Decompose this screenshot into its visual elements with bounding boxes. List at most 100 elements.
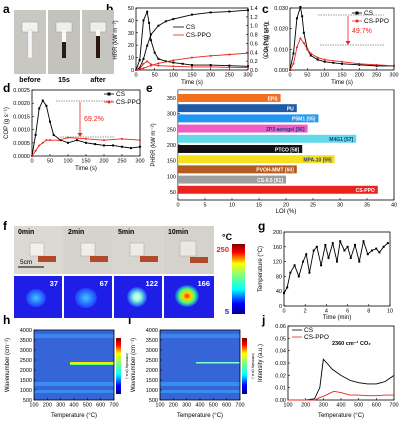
x-tick-label: 250 (372, 73, 381, 79)
y-tick-label: 0 (131, 68, 134, 74)
heat-spot (127, 287, 147, 307)
x-ticks: 100 200 300 400 500 600 700 (29, 398, 119, 409)
y-tick-label: 1.4 (250, 6, 258, 12)
x-tick-label: 300 (56, 403, 65, 409)
data-point (295, 46, 298, 49)
panel-label-b: b (106, 2, 113, 16)
data-point (293, 264, 296, 267)
colorbar-min: 5 (225, 307, 229, 316)
data-point (375, 64, 378, 67)
data-point (49, 120, 51, 123)
bar-mpa-10-59- (178, 155, 335, 164)
x-tick-label: 700 (235, 403, 244, 409)
panel-label-g: g (258, 219, 265, 233)
data-point (302, 31, 305, 34)
panel-d-chart: 0 50 100 150 200 250 300 0.00000.00050.00100.0… (4, 88, 145, 172)
x-tick-label: 300 (389, 73, 398, 79)
x-tick-label: 250 (117, 159, 126, 165)
heatmap-band-high (34, 334, 114, 338)
data-point (358, 260, 361, 263)
y-tick-label: 350 (167, 96, 176, 102)
legend-cs: CS (186, 24, 196, 31)
data-point (315, 245, 318, 248)
data-point (103, 139, 105, 142)
panel-i-heatmap: 100 200 300 400 500 600 700 500 1000 1500 2000 250… (131, 328, 256, 419)
series-lines (135, 9, 249, 71)
y-axis-label: COP (g s⁻¹) (4, 107, 10, 139)
data-point (302, 260, 305, 263)
y-tick-label: 80 (276, 274, 282, 280)
data-point (31, 155, 33, 157)
y-tick-label: 0.010 (274, 47, 288, 53)
data-point (164, 60, 167, 63)
data-point (320, 264, 323, 267)
panel-g-chart: 0 2 4 6 8 10 0 40 80 120 160 200 Time (min) Temper… (258, 230, 393, 321)
data-point (324, 243, 327, 246)
colorbar (232, 244, 245, 314)
data-point (103, 144, 105, 147)
x-tick-label: 400 (69, 403, 78, 409)
data-point (375, 247, 378, 250)
torch-icon (38, 256, 56, 262)
caption-before: before (19, 77, 41, 84)
data-point (316, 58, 319, 61)
x-tick-label: 600 (372, 403, 381, 409)
series-line-cs (135, 9, 249, 71)
data-point (181, 62, 184, 65)
data-point (209, 11, 212, 14)
y-tick-label: 0 (279, 304, 282, 310)
bar-label: CS-PPO (356, 188, 375, 194)
series-line-cs (31, 99, 141, 157)
bar-zp3-aerogel-56- (178, 124, 308, 133)
data-point (34, 149, 37, 152)
heatmap-tint (160, 330, 240, 400)
y-tick-label: 0.00 (275, 398, 286, 404)
torch-icon (140, 256, 158, 262)
series-line-cs (288, 358, 395, 401)
data-point (45, 139, 48, 142)
x-tick-label: 4 (325, 309, 328, 315)
data-point (375, 63, 378, 66)
x-tick-label: 0 (288, 73, 291, 79)
y-tick-label: 0.01 (275, 386, 286, 392)
data-point (247, 66, 249, 69)
x-tick-label: 8 (367, 309, 370, 315)
x-tick-label: 0 (134, 73, 137, 79)
data-point (146, 10, 149, 13)
arrow-head-icon (77, 133, 83, 137)
series-line-cs-ppo (31, 137, 141, 157)
y-tick-label: 0.05 (275, 336, 286, 342)
y-tick-label: 0.0015 (13, 114, 30, 120)
x-ticks: 0 50 100 150 200 250 300 (288, 68, 399, 79)
y-axis-label: PHRR (kW m⁻²) (151, 123, 157, 166)
y-tick-label: 2500 (146, 358, 158, 364)
data-point (85, 141, 87, 144)
y-axis-label: Temperature (°C) (258, 246, 264, 292)
data-point (301, 15, 304, 18)
heatmap-band-low (160, 382, 240, 386)
x-axis-label: Temperature (°C) (51, 413, 97, 419)
data-point (309, 52, 312, 55)
y-tick-label: 0.0020 (13, 101, 30, 107)
x-tick-label: 40 (391, 203, 397, 209)
data-point (191, 56, 193, 59)
data-point (386, 242, 389, 245)
x-tick-label: 2 (304, 309, 307, 315)
bar-label: PTCO [58] (275, 147, 300, 153)
data-point (247, 9, 249, 12)
y-ticks: 0.000 0.010 0.020 0.030 (274, 6, 292, 74)
y-tick-label: 1.2 (250, 15, 258, 21)
y-tick-label: 1500 (146, 378, 158, 384)
heat-spot (75, 288, 97, 308)
data-point (149, 39, 152, 42)
y-tick-label: 1000 (20, 388, 32, 394)
sample-strip (62, 30, 66, 42)
y-tick-label: 0.0025 (13, 88, 30, 94)
sample-block (179, 240, 197, 257)
x-axis-label: Temperature (°C) (177, 413, 223, 419)
y-tick-label: 200 (167, 143, 176, 149)
time-label-5min: 5min (118, 229, 134, 236)
photo-frame-2min (64, 226, 112, 274)
panel-e-chart: 0 5 10 15 20 25 30 35 40 50 100 150 200 250 300 350 EP… (151, 89, 397, 215)
data-point (382, 245, 385, 248)
